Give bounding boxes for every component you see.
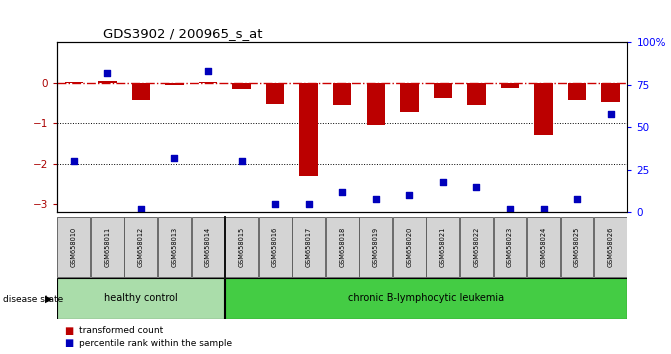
- Text: GSM658025: GSM658025: [574, 227, 580, 267]
- FancyBboxPatch shape: [192, 217, 224, 277]
- FancyBboxPatch shape: [58, 217, 90, 277]
- Text: GSM658017: GSM658017: [306, 227, 311, 267]
- Bar: [333, 83, 352, 105]
- Text: ■: ■: [64, 326, 73, 336]
- Bar: [232, 83, 251, 89]
- Text: GDS3902 / 200965_s_at: GDS3902 / 200965_s_at: [103, 27, 262, 40]
- FancyBboxPatch shape: [58, 278, 224, 319]
- Text: GSM658010: GSM658010: [71, 227, 76, 267]
- Point: [471, 184, 482, 190]
- Point: [337, 189, 348, 195]
- Text: GSM658022: GSM658022: [474, 227, 479, 267]
- Text: GSM658024: GSM658024: [541, 227, 546, 267]
- Bar: [568, 83, 586, 100]
- Text: GSM658023: GSM658023: [507, 227, 513, 267]
- Bar: [366, 83, 385, 125]
- FancyBboxPatch shape: [561, 217, 594, 277]
- Bar: [501, 83, 519, 88]
- Point: [572, 196, 582, 202]
- FancyBboxPatch shape: [259, 217, 292, 277]
- Bar: [534, 83, 553, 135]
- Bar: [266, 83, 285, 104]
- FancyBboxPatch shape: [393, 217, 426, 277]
- Bar: [98, 81, 117, 83]
- Point: [404, 193, 415, 198]
- Text: GSM658020: GSM658020: [407, 227, 412, 267]
- Text: GSM658026: GSM658026: [608, 227, 613, 267]
- Point: [102, 70, 113, 76]
- FancyBboxPatch shape: [460, 217, 493, 277]
- Text: disease state: disease state: [3, 295, 64, 304]
- Point: [236, 159, 247, 164]
- Bar: [601, 83, 620, 102]
- FancyBboxPatch shape: [225, 217, 258, 277]
- Text: percentile rank within the sample: percentile rank within the sample: [79, 339, 231, 348]
- Text: GSM658014: GSM658014: [205, 227, 211, 267]
- Bar: [433, 83, 452, 98]
- FancyBboxPatch shape: [125, 217, 158, 277]
- FancyBboxPatch shape: [360, 217, 393, 277]
- Text: healthy control: healthy control: [104, 293, 178, 303]
- Bar: [400, 83, 419, 112]
- Bar: [299, 83, 318, 176]
- FancyBboxPatch shape: [494, 217, 526, 277]
- FancyBboxPatch shape: [527, 217, 560, 277]
- FancyBboxPatch shape: [158, 217, 191, 277]
- FancyBboxPatch shape: [427, 217, 460, 277]
- Point: [68, 159, 79, 164]
- Bar: [467, 83, 486, 105]
- FancyBboxPatch shape: [225, 278, 627, 319]
- Point: [605, 111, 616, 117]
- Point: [203, 69, 213, 74]
- Bar: [132, 83, 150, 100]
- Text: transformed count: transformed count: [79, 326, 163, 336]
- Text: GSM658012: GSM658012: [138, 227, 144, 267]
- Text: chronic B-lymphocytic leukemia: chronic B-lymphocytic leukemia: [348, 293, 504, 303]
- Point: [538, 206, 549, 212]
- FancyBboxPatch shape: [326, 217, 359, 277]
- Point: [270, 201, 280, 207]
- Point: [505, 206, 515, 212]
- Text: GSM658021: GSM658021: [440, 227, 446, 267]
- Point: [303, 201, 314, 207]
- Text: ■: ■: [64, 338, 73, 348]
- Bar: [64, 82, 83, 83]
- Text: GSM658015: GSM658015: [239, 227, 244, 267]
- Point: [169, 155, 180, 161]
- Text: GSM658018: GSM658018: [340, 227, 345, 267]
- Bar: [199, 82, 217, 83]
- Point: [370, 196, 381, 202]
- FancyBboxPatch shape: [91, 217, 124, 277]
- Text: GSM658013: GSM658013: [172, 227, 177, 267]
- Text: GSM658016: GSM658016: [272, 227, 278, 267]
- Bar: [165, 83, 184, 85]
- Point: [136, 206, 146, 212]
- Text: ▶: ▶: [45, 294, 52, 304]
- Text: GSM658019: GSM658019: [373, 227, 378, 267]
- FancyBboxPatch shape: [595, 217, 627, 277]
- Text: GSM658011: GSM658011: [105, 227, 110, 267]
- Point: [437, 179, 448, 185]
- FancyBboxPatch shape: [293, 217, 325, 277]
